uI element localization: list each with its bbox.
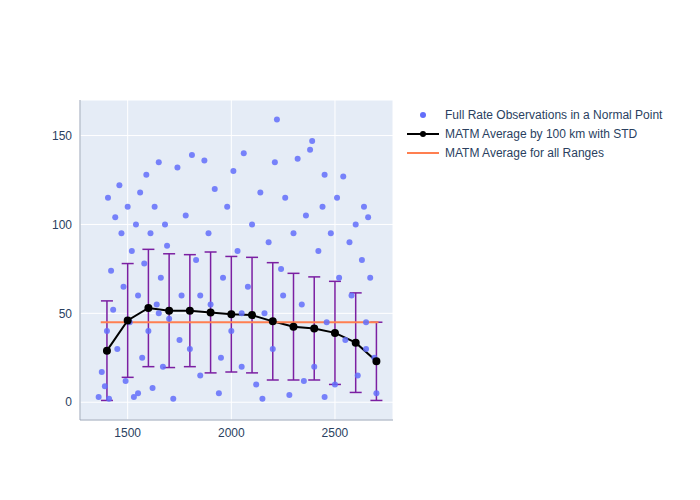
svg-text:2000: 2000 (218, 426, 245, 440)
svg-text:2500: 2500 (322, 426, 349, 440)
svg-text:50: 50 (59, 307, 73, 321)
html-text:MATM Average by 100 km with ST: MATM Average by 100 km with STD (445, 126, 638, 141)
svg-text:0: 0 (65, 395, 72, 409)
svg-text:1500: 1500 (114, 426, 141, 440)
svg-text:100: 100 (52, 218, 72, 232)
html-text:MATM Average for all Ranges: MATM Average for all Ranges (445, 145, 604, 160)
svg-text:150: 150 (52, 129, 72, 143)
html-text:Full Rate Observations in a No: Full Rate Observations in a Normal Point (445, 107, 663, 122)
